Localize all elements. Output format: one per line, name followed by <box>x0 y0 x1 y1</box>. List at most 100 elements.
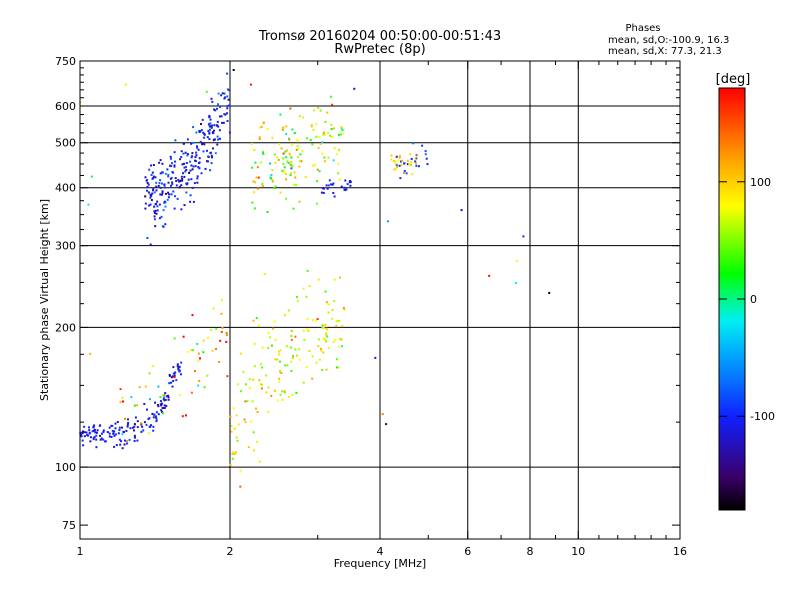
data-point <box>170 376 173 379</box>
data-point <box>180 184 183 187</box>
data-point <box>321 324 324 327</box>
data-point <box>320 349 323 352</box>
data-point <box>90 175 93 178</box>
data-point <box>381 413 384 415</box>
data-point <box>118 426 121 429</box>
data-point <box>161 171 164 174</box>
data-point <box>321 141 324 144</box>
colorbar: [deg] 100 0 -100 <box>716 72 775 511</box>
data-point <box>148 417 151 420</box>
data-point <box>257 176 260 179</box>
data-point <box>158 161 161 164</box>
data-point <box>296 145 299 148</box>
data-point <box>302 329 305 332</box>
data-point <box>294 348 297 351</box>
data-point <box>145 179 148 182</box>
stats-heading: Phases <box>625 23 660 34</box>
data-point <box>326 335 329 338</box>
data-point <box>340 185 343 188</box>
data-point <box>228 89 231 92</box>
data-point <box>400 164 403 167</box>
data-point <box>337 366 340 369</box>
data-point <box>217 103 219 106</box>
data-point <box>199 140 202 143</box>
data-point <box>133 404 136 407</box>
data-point <box>258 460 261 463</box>
data-point <box>122 400 124 403</box>
data-point <box>326 131 329 134</box>
data-point <box>292 207 295 210</box>
data-point <box>188 171 191 174</box>
data-point <box>208 122 211 125</box>
data-point <box>149 426 152 428</box>
data-point <box>340 125 342 128</box>
data-point <box>346 183 349 186</box>
data-point <box>159 172 162 175</box>
data-point <box>159 400 162 403</box>
data-point <box>245 383 247 386</box>
data-point <box>293 132 296 134</box>
data-point <box>219 115 221 118</box>
data-point <box>274 161 277 164</box>
data-point <box>145 423 148 426</box>
data-point <box>159 403 162 406</box>
data-point <box>276 156 279 159</box>
data-point <box>170 157 172 160</box>
data-point <box>207 130 210 132</box>
data-point <box>279 370 282 372</box>
data-point <box>161 225 164 228</box>
data-point <box>282 152 285 155</box>
data-point <box>114 433 117 436</box>
data-point <box>342 132 345 135</box>
data-point <box>102 430 105 433</box>
data-point <box>194 156 197 159</box>
data-point <box>228 131 231 134</box>
data-point <box>393 168 396 171</box>
data-point <box>182 152 185 155</box>
data-point <box>255 407 257 410</box>
data-point <box>276 358 279 361</box>
data-point <box>258 379 261 382</box>
data-point <box>155 417 158 420</box>
data-point <box>144 207 147 210</box>
data-point <box>325 332 327 335</box>
data-point <box>224 113 227 116</box>
data-point <box>385 423 388 426</box>
data-point <box>401 159 404 162</box>
y-tick-label: 100 <box>55 461 76 474</box>
data-point <box>310 123 313 126</box>
data-point <box>154 415 157 418</box>
data-point <box>329 95 332 98</box>
data-point <box>180 175 183 178</box>
data-point <box>154 401 157 404</box>
data-point <box>255 176 258 179</box>
data-point <box>248 386 251 389</box>
data-point <box>115 444 118 447</box>
data-point <box>144 202 147 205</box>
data-point <box>343 186 346 189</box>
data-point <box>153 212 156 214</box>
data-point <box>164 205 167 208</box>
data-point <box>337 162 340 165</box>
data-point <box>175 180 178 182</box>
x-tick-label: 10 <box>571 545 585 558</box>
data-point <box>155 202 158 205</box>
data-point <box>218 129 221 132</box>
data-point <box>153 215 156 218</box>
data-point <box>174 139 177 142</box>
data-point <box>211 156 213 159</box>
y-tick-label: 75 <box>62 519 76 532</box>
data-point <box>167 173 170 176</box>
data-point <box>325 340 327 343</box>
data-point <box>159 179 162 182</box>
data-point <box>154 209 157 212</box>
data-point <box>295 184 297 187</box>
data-point <box>287 161 290 164</box>
data-point <box>290 171 292 174</box>
data-point <box>159 396 162 399</box>
data-point <box>150 199 153 201</box>
data-point <box>226 105 229 108</box>
data-point <box>233 427 236 430</box>
data-point <box>169 177 172 180</box>
